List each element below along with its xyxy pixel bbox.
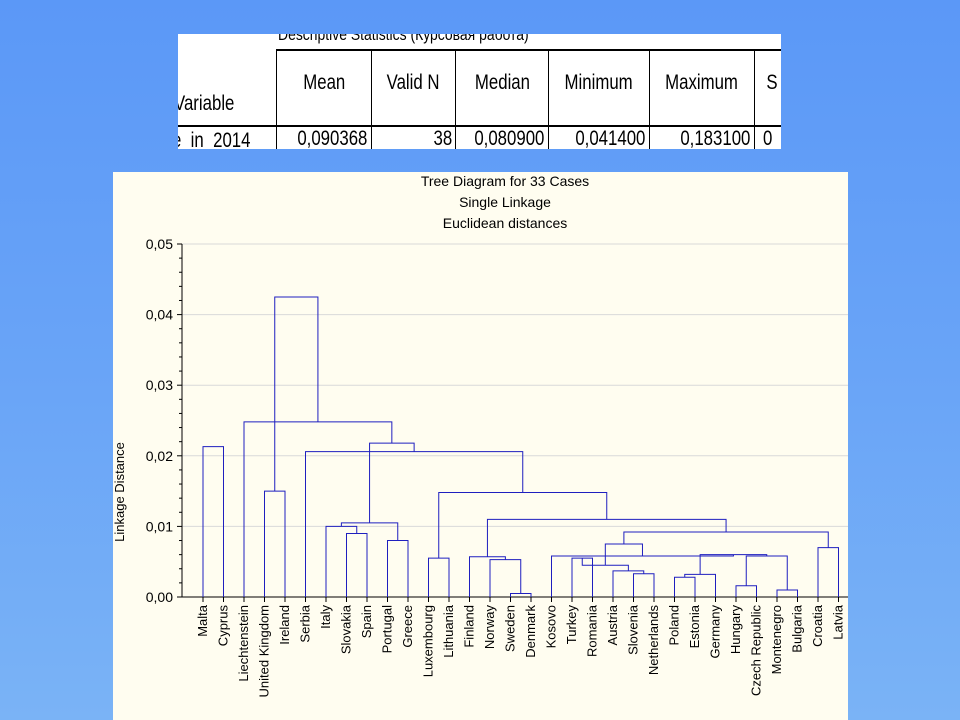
col-header-valid-n: Valid N (371, 49, 455, 125)
leaf-label: Latvia (831, 604, 846, 639)
leaf-label: Poland (667, 605, 682, 645)
dendrogram-link (438, 492, 608, 559)
leaf-label: Serbia (298, 604, 313, 642)
row-cell-median: 0,080900 (455, 127, 548, 149)
leaf-label: Germany (708, 605, 723, 659)
dendrogram-link (264, 490, 286, 597)
col-header-median: Median (455, 49, 548, 125)
leaf-label: Turkey (564, 605, 579, 645)
dendrogram-chart: Tree Diagram for 33 Cases Single Linkage… (113, 173, 848, 698)
leaf-label: Croatia (810, 604, 825, 647)
dendrogram-link (776, 589, 798, 597)
col-header-mean: Mean (276, 49, 371, 125)
table-header-divider (178, 125, 781, 127)
axes: 0,00 0,01 0,02 0,03 0,04 0,05 (146, 236, 848, 605)
leaf-label: Hungary (728, 605, 743, 655)
row-cell-minimum: 0,041400 (548, 127, 649, 149)
dendrogram-link (604, 543, 643, 566)
dendrogram-link (346, 532, 368, 597)
leaf-label: Romania (585, 604, 600, 657)
dendrogram-link (387, 540, 409, 597)
dendrogram-link (469, 556, 506, 597)
row-cell-maximum: 0,183100 (649, 127, 754, 149)
row-name: e_in_2014 (178, 129, 251, 149)
dendrogram-link (340, 522, 399, 541)
dendrogram-link (428, 557, 450, 597)
y-tick-label: 0,00 (146, 589, 173, 605)
leaf-label: Sweden (503, 605, 518, 652)
y-axis-label: Linkage Distance (113, 442, 127, 542)
leaf-label: Montenegro (769, 605, 784, 674)
leaf-labels: Malta Cyprus Liechtenstein United Kingdom Ir… (195, 604, 846, 697)
table-top-border (276, 49, 781, 51)
col-header-minimum: Minimum (548, 49, 649, 125)
dendrogram-link (612, 570, 645, 597)
leaf-label: Norway (482, 605, 497, 650)
dendrogram-link (817, 547, 839, 597)
dendrogram-link (674, 576, 696, 597)
leaf-label: Malta (195, 604, 210, 637)
y-tick-label: 0,04 (146, 307, 173, 323)
tree-diagram-panel: Tree Diagram for 33 Cases Single Linkage… (113, 172, 848, 720)
row-cell-mean: 0,090368 (276, 127, 371, 149)
dendrogram-link (489, 559, 522, 597)
leaf-label: Portugal (380, 605, 395, 654)
col-header-maximum: Maximum (649, 49, 754, 125)
row-cell-valid-n: 38 (371, 127, 455, 149)
leaf-label: Cyprus (216, 605, 231, 647)
variable-header: Variable (178, 92, 235, 115)
chart-subtitle-1: Single Linkage (459, 194, 551, 210)
leaf-label: Netherlands (646, 605, 661, 676)
leaf-label: Austria (605, 604, 620, 645)
leaf-label: Kosovo (544, 605, 559, 648)
table-caption: Descriptive Statistics (Курсовая работа) (278, 34, 529, 44)
dendrogram-link (510, 592, 532, 597)
leaf-label: Italy (318, 605, 333, 629)
dendrogram-link (202, 446, 224, 597)
dendrogram-link (551, 554, 734, 597)
leaf-label: Spain (359, 605, 374, 638)
y-tick-label: 0,01 (146, 518, 173, 534)
leaf-label: Greece (400, 605, 415, 648)
y-tick-label: 0,03 (146, 377, 173, 393)
leaf-label: United Kingdom (257, 605, 272, 698)
leaf-label: Slovenia (626, 604, 641, 655)
leaf-label: Estonia (687, 604, 702, 648)
dendrogram-link (633, 573, 655, 597)
chart-title: Tree Diagram for 33 Cases (421, 173, 589, 189)
leaf-label: Ireland (277, 605, 292, 645)
grid-lines (182, 243, 848, 527)
dendrogram-link (684, 573, 716, 597)
leaf-label: Liechtenstein (236, 605, 251, 682)
leaf-label: Lithuania (441, 604, 456, 658)
dendrogram-link (745, 555, 788, 590)
dendrogram-links (202, 296, 839, 597)
row-cell-s: 0 (754, 127, 781, 149)
chart-subtitle-2: Euclidean distances (443, 215, 568, 231)
col-header-s: S (754, 49, 781, 125)
y-tick-label: 0,05 (146, 236, 173, 252)
y-tick-label: 0,02 (146, 448, 173, 464)
leaf-label: Finland (462, 605, 477, 648)
leaf-label: Slovakia (339, 604, 354, 654)
dendrogram-link (623, 531, 829, 548)
leaf-label: Bulgaria (790, 604, 805, 652)
leaf-label: Luxembourg (421, 605, 436, 677)
descriptive-stats-table: Descriptive Statistics (Курсовая работа)… (178, 34, 781, 149)
dendrogram-link (699, 554, 768, 575)
dendrogram-link (486, 518, 727, 557)
leaf-label: Czech Republic (749, 605, 764, 697)
leaf-label: Denmark (523, 605, 538, 658)
dendrogram-link (369, 442, 415, 523)
dendrogram-link (325, 525, 358, 597)
dendrogram-link (735, 585, 757, 597)
dendrogram-link (274, 296, 319, 492)
